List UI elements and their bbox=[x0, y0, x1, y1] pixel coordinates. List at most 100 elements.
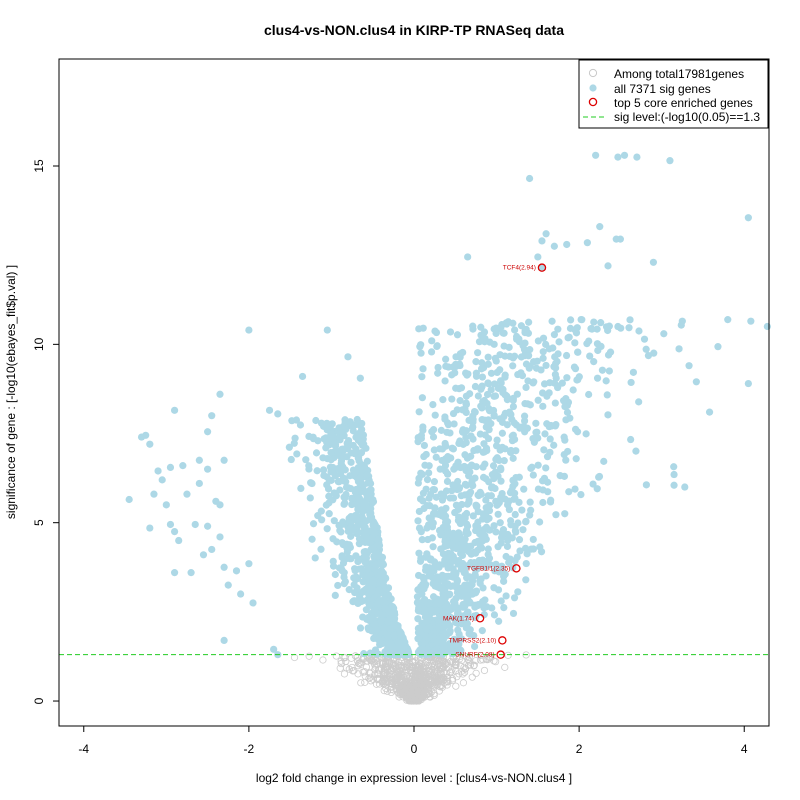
gene-point-sig bbox=[492, 560, 500, 568]
gene-point-sig bbox=[494, 510, 502, 518]
gene-point-sig bbox=[482, 423, 490, 431]
gene-point-sig bbox=[265, 406, 274, 414]
gene-point-nonsig bbox=[332, 652, 340, 660]
gene-point-sig bbox=[500, 457, 508, 465]
gene-point-sig bbox=[356, 624, 365, 632]
gene-point-sig bbox=[292, 416, 301, 424]
gene-point-sig bbox=[484, 545, 492, 553]
gene-point-sig bbox=[509, 431, 517, 439]
gene-point-nonsig bbox=[413, 671, 421, 679]
gene-point-sig bbox=[381, 604, 389, 612]
gene-point-sig bbox=[482, 475, 490, 483]
gene-point-sig bbox=[558, 379, 566, 387]
gene-point-nonsig bbox=[391, 674, 399, 683]
gene-point-sig bbox=[562, 351, 571, 360]
gene-point-sig bbox=[418, 394, 426, 402]
y-tick-label: 15 bbox=[32, 159, 46, 173]
legend-label-total: Among total17981genes bbox=[614, 67, 744, 81]
gene-point-sig bbox=[319, 466, 328, 474]
gene-point-sig bbox=[356, 429, 364, 437]
gene-point-sig bbox=[493, 454, 501, 462]
gene-point-sig bbox=[478, 359, 486, 367]
gene-point-sig bbox=[483, 446, 491, 455]
gene-point-sig bbox=[448, 395, 456, 403]
gene-point-sig bbox=[426, 502, 434, 510]
gene-point-sig bbox=[348, 494, 356, 502]
gene-point-sig bbox=[420, 452, 428, 461]
gene-point-sig bbox=[577, 315, 585, 324]
gene-point-sig bbox=[419, 324, 427, 332]
gene-point-sig bbox=[298, 372, 307, 381]
gene-point-sig bbox=[359, 578, 367, 586]
gene-point-sig bbox=[369, 576, 378, 584]
gene-point-sig bbox=[390, 631, 398, 639]
core-gene-point bbox=[512, 564, 521, 573]
gene-point-sig bbox=[456, 350, 465, 358]
gene-point-sig bbox=[344, 527, 352, 535]
gene-point-sig bbox=[567, 316, 575, 324]
gene-point-sig bbox=[574, 348, 582, 356]
legend-label-sig: all 7371 sig genes bbox=[614, 82, 711, 96]
gene-point-sig bbox=[442, 572, 450, 581]
gene-point-sig bbox=[425, 572, 433, 580]
gene-point-sig bbox=[538, 264, 546, 272]
gene-point-sig bbox=[456, 463, 465, 472]
gene-point-sig bbox=[508, 534, 516, 542]
gene-point-sig bbox=[429, 543, 437, 551]
gene-point-sig bbox=[633, 153, 641, 161]
gene-point-sig bbox=[520, 345, 529, 354]
gene-point-sig bbox=[380, 624, 388, 632]
gene-point-sig bbox=[468, 477, 476, 486]
gene-point-sig bbox=[490, 611, 499, 619]
gene-point-sig bbox=[344, 353, 352, 361]
y-axis: 0 5 10 15 bbox=[32, 159, 59, 704]
gene-point-nonsig bbox=[380, 675, 388, 684]
gene-point-sig bbox=[336, 526, 344, 535]
gene-point-sig bbox=[352, 468, 360, 476]
gene-point-sig bbox=[208, 412, 216, 420]
gene-point-sig bbox=[441, 467, 450, 475]
gene-point-sig bbox=[359, 522, 367, 530]
gene-point-sig bbox=[447, 644, 455, 653]
gene-point-sig bbox=[379, 560, 388, 569]
gene-point-sig bbox=[365, 490, 373, 498]
gene-point-sig bbox=[469, 512, 477, 520]
gene-point-sig bbox=[556, 471, 564, 480]
gene-point-sig bbox=[371, 621, 379, 629]
gene-point-nonsig bbox=[439, 659, 447, 668]
gene-point-sig bbox=[539, 348, 547, 356]
gene-point-sig bbox=[357, 448, 366, 457]
gene-point-sig bbox=[565, 488, 573, 496]
gene-point-nonsig bbox=[431, 678, 439, 686]
gene-point-sig bbox=[335, 433, 343, 441]
gene-point-sig bbox=[357, 566, 366, 574]
gene-point-nonsig bbox=[430, 669, 438, 677]
gene-point-sig bbox=[356, 374, 364, 382]
gene-point-sig bbox=[517, 353, 526, 361]
gene-point-sig bbox=[440, 493, 448, 501]
gene-point-sig bbox=[571, 425, 580, 433]
gene-point-nonsig bbox=[480, 666, 489, 675]
gene-point-sig bbox=[455, 385, 463, 393]
gene-point-sig bbox=[441, 377, 449, 385]
gene-point-sig bbox=[598, 366, 607, 374]
gene-point-sig bbox=[420, 606, 428, 614]
gene-point-sig bbox=[642, 345, 650, 353]
gene-point-sig bbox=[484, 353, 492, 361]
gene-point-sig bbox=[465, 499, 473, 507]
gene-point-nonsig bbox=[492, 658, 500, 666]
gene-point-nonsig bbox=[443, 681, 451, 689]
gene-point-sig bbox=[420, 582, 428, 590]
gene-point-sig bbox=[462, 439, 470, 447]
gene-point-sig bbox=[509, 609, 518, 618]
gene-point-sig bbox=[509, 402, 518, 411]
gene-point-sig bbox=[472, 501, 480, 509]
gene-point-nonsig bbox=[393, 666, 402, 674]
gene-point-sig bbox=[523, 550, 531, 558]
gene-point-sig bbox=[415, 408, 423, 416]
gene-point-nonsig bbox=[392, 679, 401, 687]
gene-point-sig bbox=[526, 346, 534, 354]
gene-point-sig bbox=[482, 523, 491, 531]
gene-point-sig bbox=[492, 329, 500, 338]
gene-point-sig bbox=[463, 481, 471, 489]
